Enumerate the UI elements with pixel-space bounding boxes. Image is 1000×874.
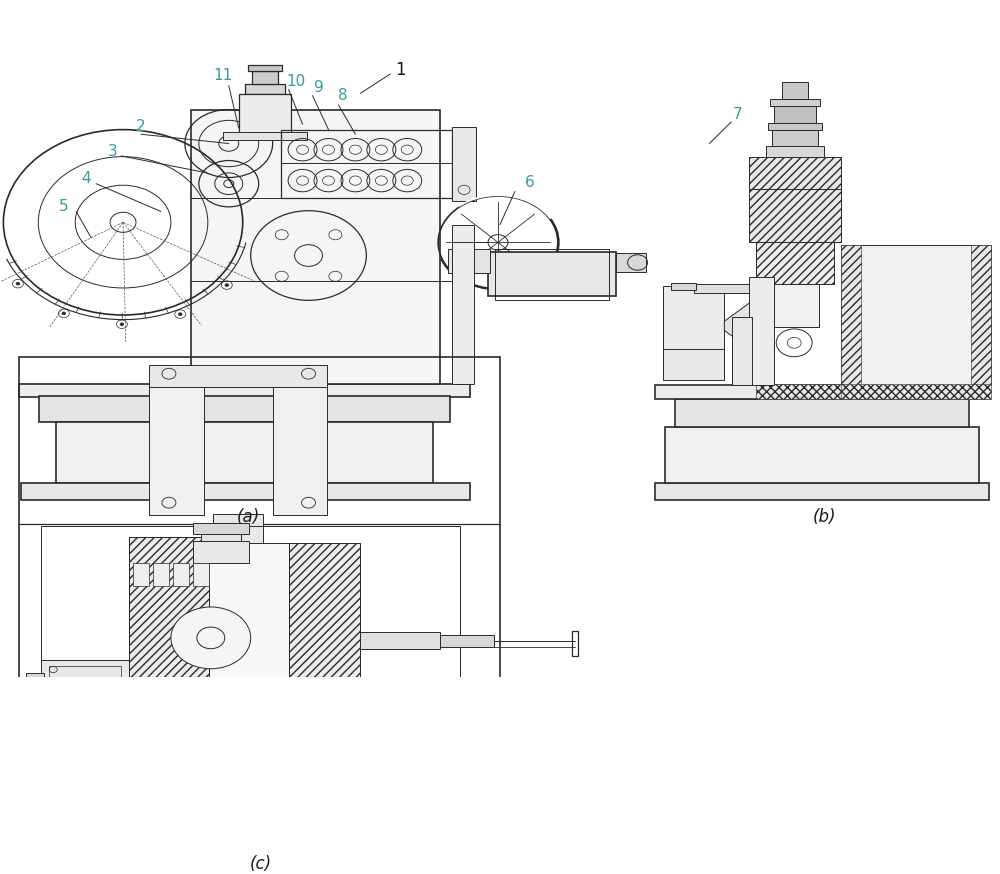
Bar <box>452 128 476 201</box>
Bar <box>448 248 490 274</box>
Bar <box>193 541 249 563</box>
Bar <box>655 385 989 399</box>
Bar <box>769 284 819 328</box>
Bar <box>149 367 204 515</box>
Bar <box>749 277 774 385</box>
Bar <box>841 245 861 385</box>
Bar <box>41 526 460 744</box>
Bar <box>732 317 752 385</box>
Bar <box>173 563 189 586</box>
Circle shape <box>171 607 251 669</box>
Text: 9: 9 <box>314 80 323 95</box>
Bar <box>663 349 724 380</box>
Bar <box>841 245 991 385</box>
Bar <box>841 384 991 399</box>
Bar <box>289 543 360 733</box>
Bar <box>281 129 452 198</box>
Circle shape <box>972 282 991 297</box>
Bar <box>452 225 474 384</box>
Bar <box>841 282 991 296</box>
Bar <box>193 523 249 534</box>
Bar <box>221 563 255 580</box>
Bar <box>149 365 327 387</box>
Text: 6: 6 <box>525 175 535 190</box>
Bar <box>782 82 808 100</box>
Bar <box>26 673 44 710</box>
Bar <box>226 758 252 833</box>
Bar <box>770 100 820 106</box>
Text: (b): (b) <box>812 509 836 526</box>
Bar <box>655 482 989 501</box>
Bar <box>19 357 500 760</box>
Bar <box>209 543 289 733</box>
Circle shape <box>120 323 124 326</box>
Bar <box>488 252 616 296</box>
Bar <box>774 106 816 122</box>
Polygon shape <box>724 298 756 354</box>
Bar <box>954 285 990 295</box>
Text: 7: 7 <box>733 107 742 121</box>
Text: 3: 3 <box>108 143 118 159</box>
Bar <box>675 399 969 427</box>
Bar <box>129 538 209 739</box>
Bar <box>694 284 749 293</box>
Bar <box>360 633 440 649</box>
Bar <box>671 283 696 289</box>
Text: 2: 2 <box>136 119 146 134</box>
Bar <box>133 563 149 586</box>
Bar <box>201 524 241 543</box>
Bar <box>289 543 360 733</box>
Bar <box>281 163 452 198</box>
Bar <box>749 156 841 189</box>
Bar <box>273 367 327 515</box>
Bar <box>749 189 841 241</box>
Bar <box>772 130 818 146</box>
Bar <box>19 384 470 397</box>
Bar <box>663 286 724 349</box>
Bar <box>41 660 129 723</box>
Bar <box>213 514 263 565</box>
Bar <box>56 421 433 483</box>
Bar <box>245 84 285 94</box>
Bar <box>39 396 450 421</box>
Bar <box>153 563 169 586</box>
Bar <box>193 563 209 586</box>
Text: 8: 8 <box>338 88 347 103</box>
Bar <box>21 482 470 501</box>
Bar <box>191 109 440 384</box>
Bar <box>665 427 979 482</box>
Text: 10: 10 <box>286 74 305 89</box>
Bar <box>248 65 282 71</box>
Bar <box>756 241 834 284</box>
Bar <box>616 253 646 272</box>
Circle shape <box>225 284 229 287</box>
Bar <box>495 248 609 300</box>
Bar <box>129 538 209 739</box>
Text: 4: 4 <box>81 170 91 186</box>
Bar <box>766 146 824 156</box>
Bar <box>213 832 265 846</box>
Bar <box>440 635 494 647</box>
Circle shape <box>62 312 66 315</box>
Bar <box>572 631 578 656</box>
Text: 1: 1 <box>395 61 406 80</box>
Bar <box>756 384 846 399</box>
Bar <box>252 71 278 84</box>
Circle shape <box>16 282 20 285</box>
Circle shape <box>178 313 182 316</box>
Text: 5: 5 <box>58 199 68 214</box>
Text: (c): (c) <box>250 855 272 873</box>
Text: 11: 11 <box>213 68 232 83</box>
Text: (a): (a) <box>237 509 260 526</box>
Bar <box>49 666 121 717</box>
Bar <box>971 245 991 385</box>
Bar <box>239 94 291 135</box>
Bar <box>768 122 822 130</box>
Bar <box>223 132 307 140</box>
